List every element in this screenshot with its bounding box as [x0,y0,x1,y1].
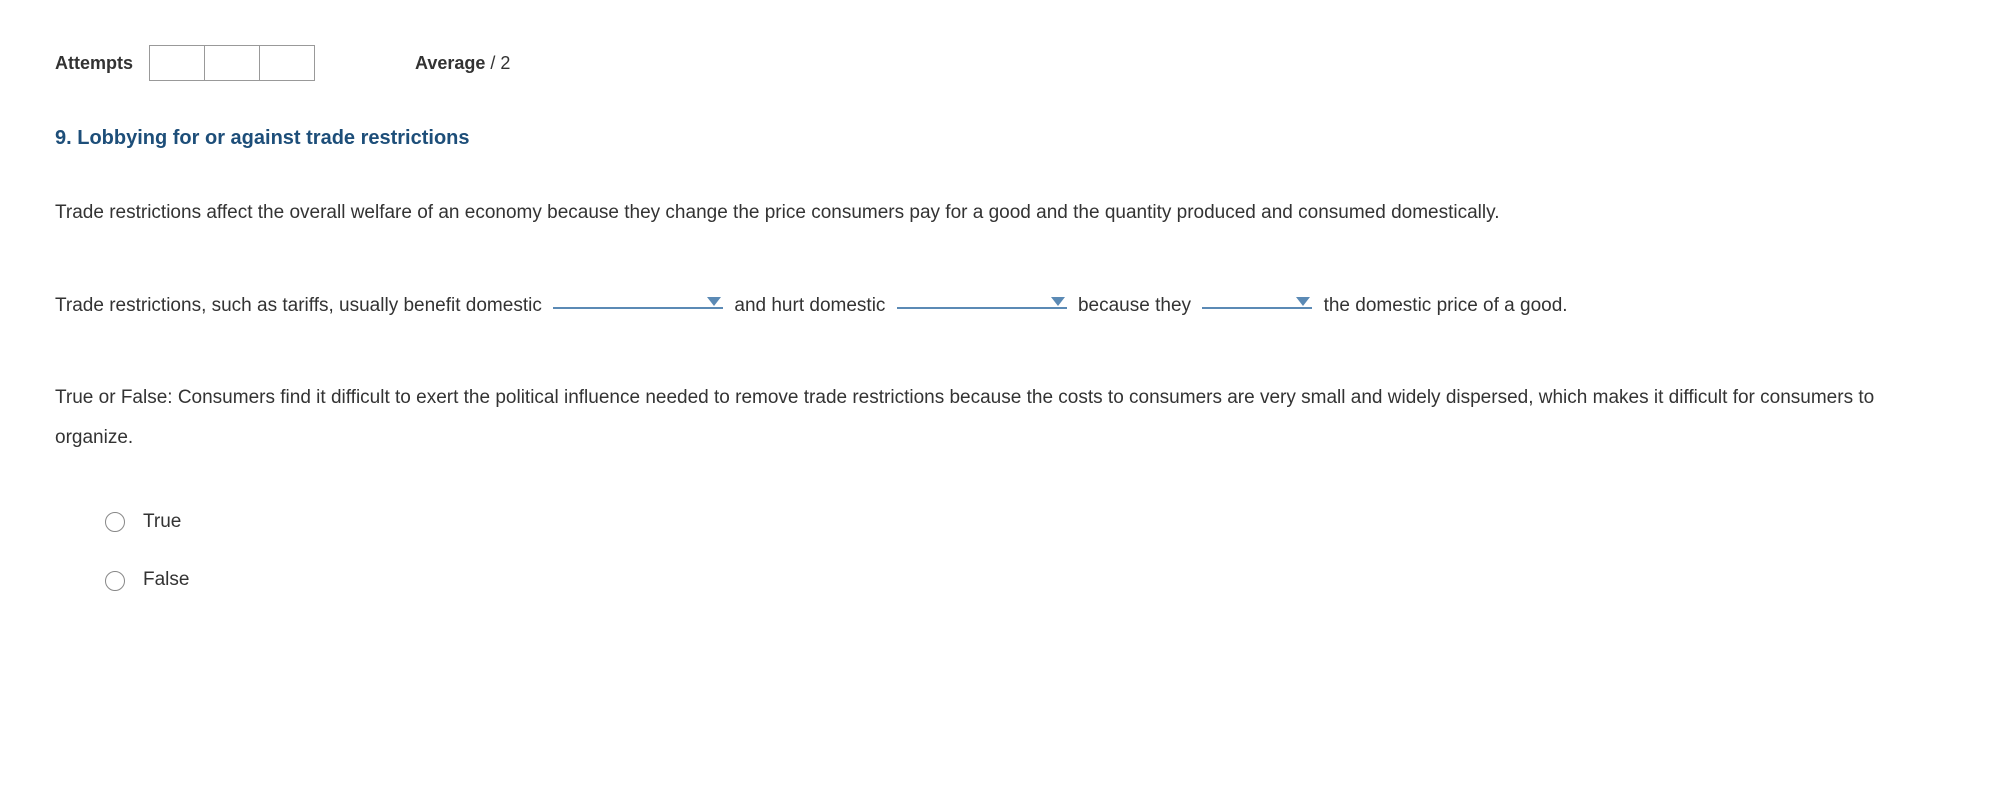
average-text: Average [415,53,485,73]
attempt-box-3 [259,45,315,81]
chevron-down-icon [707,297,721,306]
dropdown-effect[interactable] [1202,281,1312,309]
attempt-boxes [149,45,315,81]
radio-circle-icon [105,571,125,591]
radio-label-true: True [143,506,181,538]
attempt-box-1 [149,45,205,81]
attempt-box-2 [204,45,260,81]
true-false-prompt: True or False: Consumers find it difficu… [55,378,1955,458]
dropdown-benefit[interactable] [553,281,723,309]
fill-seg-4: the domestic price of a good. [1318,295,1567,316]
chevron-down-icon [1296,297,1310,306]
fill-seg-2: and hurt domestic [729,295,891,316]
radio-label-false: False [143,564,189,596]
chevron-down-icon [1051,297,1065,306]
intro-paragraph: Trade restrictions affect the overall we… [55,193,1955,233]
radio-option-false[interactable]: False [105,564,1955,596]
attempts-header: Attempts Average / 2 [55,45,1955,81]
fill-in-paragraph: Trade restrictions, such as tariffs, usu… [55,281,1955,330]
radio-group: True False [55,506,1955,597]
dropdown-hurt[interactable] [897,281,1067,309]
radio-circle-icon [105,512,125,532]
average-label: Average / 2 [415,48,510,79]
average-denominator: / 2 [490,53,510,73]
fill-seg-1: Trade restrictions, such as tariffs, usu… [55,295,547,316]
fill-seg-3: because they [1073,295,1197,316]
radio-option-true[interactable]: True [105,506,1955,538]
attempts-label: Attempts [55,48,133,79]
question-title: 9. Lobbying for or against trade restric… [55,121,1955,155]
